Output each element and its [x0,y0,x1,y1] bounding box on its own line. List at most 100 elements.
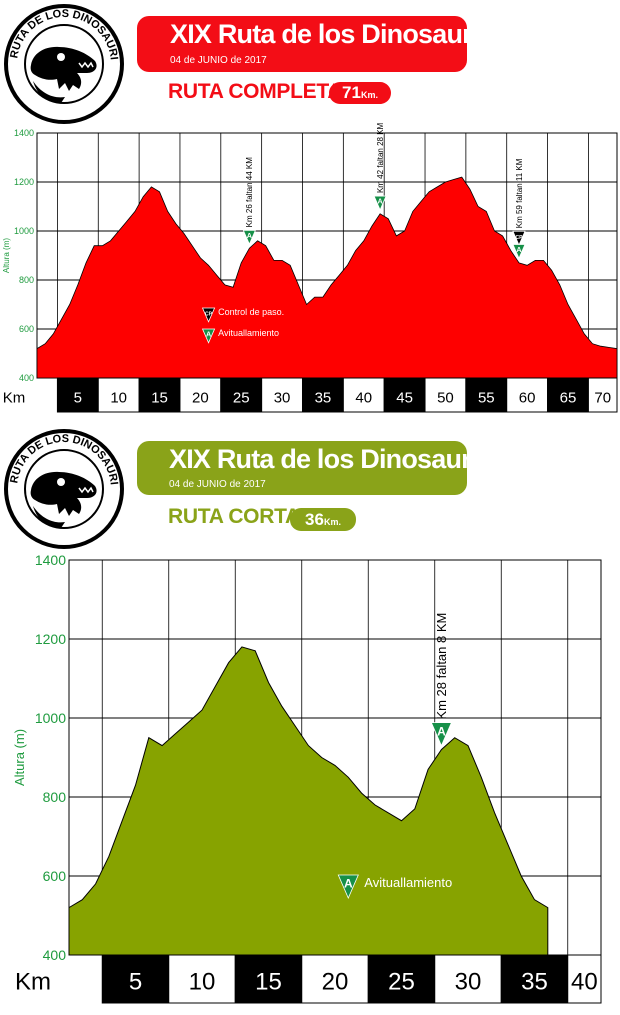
x-tick-label: 15 [151,389,168,406]
legend-label: Control de paso. [218,307,284,317]
y-tick-label: 1200 [35,631,66,647]
feed-station-marker [337,874,359,900]
ruta-completa-section: LA RUTA DE LOS DINOSAURIOS XIX Ruta de l… [0,0,620,415]
x-tick-cell [567,954,602,1004]
elevation-area [68,646,549,956]
distance-value: 36 [305,510,324,529]
checkpoint-marker [512,230,526,247]
feed-station-marker [430,722,453,747]
x-tick-cell [234,954,303,1004]
x-tick-cell [220,377,263,413]
y-tick-label: 1400 [35,552,66,568]
km-annotation: A Km 26 faltan 44 KM [242,157,257,246]
x-tick-label: 50 [437,389,454,406]
y-tick-label: 600 [43,868,67,884]
x-axis-label: Km [15,969,51,996]
y-tick-label: 1000 [14,226,34,236]
y-axis-label: Altura (m) [12,729,27,786]
event-date: 04 de JUNIO de 2017 [170,55,267,66]
x-tick-label: 35 [315,389,332,406]
y-tick-label: 400 [43,947,67,963]
x-tick-label: 5 [74,389,82,406]
feed-station-marker [512,244,526,260]
elevation-chart: 400 600 800 1000 1200 1400 Altura (m) Km 5 10 15 20… [2,122,618,413]
x-tick-cell [424,377,467,413]
x-tick-cell [179,377,222,413]
km-annotation-label: Km 42 faltan 28 KM [376,122,385,193]
checkpoint-marker [201,307,216,323]
legend-item: A Avituallamiento [337,874,452,900]
x-tick-cell [587,377,618,413]
y-tick-label: 800 [19,275,34,285]
ruta-corta-section: LA RUTA DE LOS DINOSAURIOS XIX Ruta de l… [0,425,620,1015]
x-tick-label: 65 [560,389,577,406]
y-tick-label: 1000 [35,710,66,726]
x-tick-cell [367,954,436,1004]
x-tick-label: 55 [478,389,495,406]
feed-station-symbol: A [437,724,446,738]
km-annotation: CP A Km 59 faltan 11 KM [512,158,526,260]
x-tick-cell [383,377,426,413]
x-tick-label: 10 [189,969,216,996]
x-tick-label: 35 [521,969,548,996]
x-tick-cell [101,954,170,1004]
checkpoint-symbol: CP [515,235,523,241]
feed-station-marker [242,229,257,246]
checkpoint-symbol: CP [205,312,213,318]
y-axis-label: Altura (m) [2,238,11,273]
x-tick-label: 40 [355,389,372,406]
x-tick-label: 20 [322,969,349,996]
distance-value: 71 [342,83,361,102]
feed-station-symbol: A [206,330,211,339]
event-logo: LA RUTA DE LOS DINOSAURIOS [3,428,124,549]
y-tick-label: 600 [19,324,34,334]
x-tick-label: 25 [233,389,250,406]
x-tick-cell [97,377,140,413]
x-tick-label: 30 [274,389,291,406]
x-tick-label: 45 [396,389,413,406]
distance-unit: Km. [323,517,341,527]
event-date: 04 de JUNIO de 2017 [169,479,266,490]
x-tick-cell [56,377,99,413]
x-tick-label: 70 [594,389,611,406]
x-tick-label: 60 [519,389,536,406]
x-tick-label: 40 [571,969,598,996]
x-tick-label: 30 [455,969,482,996]
x-tick-cell [434,954,502,1004]
route-name: RUTA COMPLETA [168,80,343,103]
feed-station-symbol: A [247,231,252,240]
x-axis-label: Km [3,389,26,406]
legend-item: A Avituallamiento [201,328,279,344]
km-annotation-label: Km 26 faltan 44 KM [245,157,254,228]
y-tick-label: 800 [43,789,67,805]
elevation-area [36,176,618,379]
trex-skull-icon [30,471,97,528]
x-tick-cell [138,377,181,413]
km-annotation: A Km 42 faltan 28 KM [373,122,387,211]
feed-station-marker [201,328,216,344]
x-tick-cell [301,954,369,1004]
trex-skull-icon [30,46,97,103]
elevation-chart: 400 600 800 1000 1200 1400 Altura (m) Km 5 10 15 20… [12,552,602,1004]
x-tick-label: 5 [129,969,142,996]
feed-station-marker [373,195,387,211]
feed-station-symbol: A [377,197,382,206]
event-title: XIX Ruta de los Dinosaurios [169,444,508,474]
km-annotation: A Km 28 faltan 8 KM [430,613,453,747]
x-tick-cell [261,377,303,413]
event-banner: XIX Ruta de los Dinosaurios 04 de JUNIO … [137,16,509,72]
x-tick-label: 25 [388,969,415,996]
km-annotation-label: Km 28 faltan 8 KM [434,613,449,720]
feed-station-symbol: A [516,245,521,254]
x-tick-label: 15 [255,969,282,996]
km-annotation-label: Km 59 faltan 11 KM [515,158,524,228]
legend-label: Avituallamiento [364,875,452,890]
distance-unit: Km. [360,90,378,100]
legend-label: Avituallamiento [218,328,279,338]
event-banner: XIX Ruta de los Dinosaurios 04 de JUNIO … [137,441,508,495]
feed-station-symbol: A [344,877,353,891]
x-tick-label: 10 [110,389,127,406]
x-tick-label: 20 [192,389,209,406]
y-tick-label: 1400 [14,128,34,138]
event-logo: LA RUTA DE LOS DINOSAURIOS [3,3,124,124]
